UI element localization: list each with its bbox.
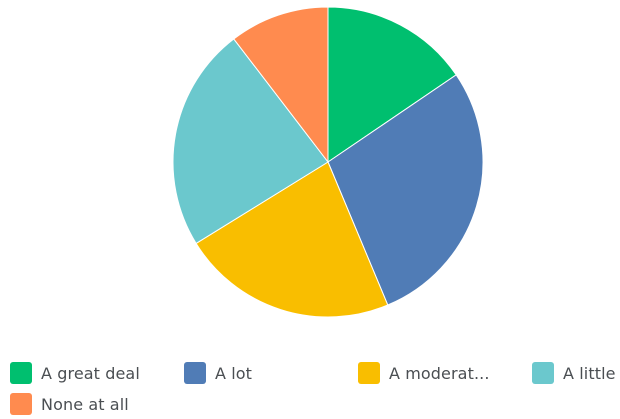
pie-slice-a-little[interactable] (172, 38, 329, 245)
legend-label: A great deal (41, 363, 140, 383)
pie-slice-none-at-all[interactable] (233, 6, 329, 164)
legend-item-none-at-all[interactable]: None at all (10, 391, 129, 417)
legend-swatch (10, 393, 32, 415)
legend-swatch (184, 362, 206, 384)
legend-item-a-moderate-amount[interactable]: A moderat... (358, 360, 490, 386)
legend-item-a-great-deal[interactable]: A great deal (10, 360, 140, 386)
legend-swatch (532, 362, 554, 384)
legend-item-a-lot[interactable]: A lot (184, 360, 252, 386)
legend-label: A moderat... (389, 363, 490, 383)
pie-slice-a-lot[interactable] (327, 74, 484, 306)
pie-chart (172, 6, 484, 318)
legend-swatch (358, 362, 380, 384)
legend-swatch (10, 362, 32, 384)
legend-label: None at all (41, 394, 129, 414)
legend-label: A little (563, 363, 616, 383)
legend-item-a-little[interactable]: A little (532, 360, 616, 386)
pie-slice-a-moderat[interactable] (195, 161, 389, 318)
legend-label: A lot (215, 363, 253, 383)
pie-slice-a-great-deal[interactable] (327, 6, 457, 163)
